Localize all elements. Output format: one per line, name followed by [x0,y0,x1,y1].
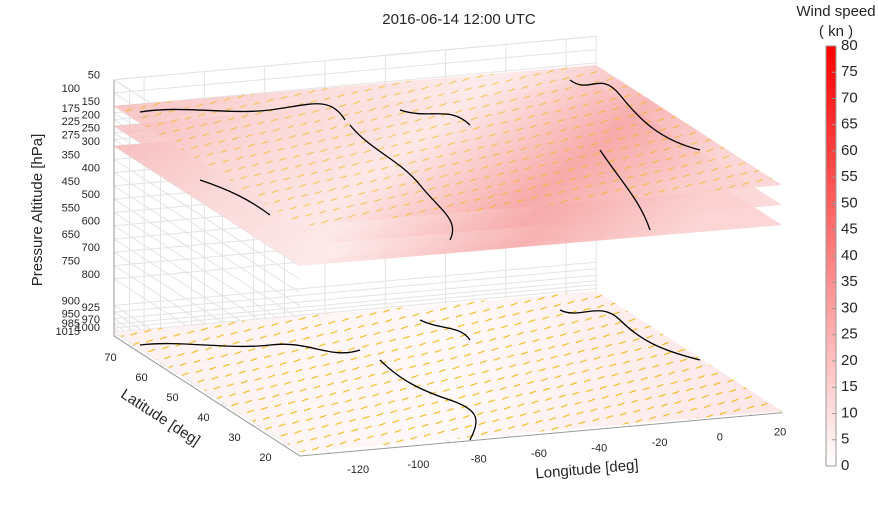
colorbar-tick-label: 40 [841,247,858,264]
colorbar-tick-label: 15 [841,378,858,395]
y-axis-label: Latitude [deg] [118,386,204,450]
z-tick-label: 650 [62,229,80,241]
colorbar-tick-label: 65 [841,116,858,133]
axis-box [113,79,783,457]
z-tick-label: 1015 [56,326,80,338]
z-tick-label: 400 [82,163,100,175]
layer-low-vectors [114,291,782,452]
z-tick-label: 600 [82,216,100,228]
colorbar-tick-label: 80 [841,37,858,54]
z-tick-label: 900 [62,295,80,307]
colorbar-tick-label: 35 [841,273,858,290]
z-tick-label: 925 [82,302,100,314]
x-tick-label: -120 [347,464,369,476]
y-tick-label: 50 [166,392,178,404]
z-tick-label: 700 [82,242,100,254]
colorbar-tick-label: 55 [841,168,858,185]
x-axis-label: Longitude [deg] [535,456,640,482]
colorbar-tick-label: 10 [841,404,858,421]
colorbar-unit: ( kn ) [819,23,853,40]
z-tick-label: 225 [62,116,80,128]
x-tick-label: -100 [407,459,429,471]
z-tick-label: 550 [62,202,80,214]
z-tick-label: 50 [88,70,100,82]
chart-title: 2016-06-14 12:00 UTC [382,11,536,28]
colorbar-tick-label: 5 [841,431,849,448]
coastline [139,79,701,241]
colorbar-tick-label: 75 [841,63,858,80]
z-tick-label: 950 [62,309,80,321]
z-tick-label: 350 [62,149,80,161]
z-tick-label: 970 [82,314,100,326]
z-tick-label: 450 [62,176,80,188]
y-tick-label: 30 [228,432,240,444]
z-tick-label: 300 [82,136,100,148]
x-tick-label: -80 [471,453,487,465]
z-tick-label: 275 [62,129,80,141]
z-tick-label: 800 [82,269,100,281]
z-tick-label: 985 [62,318,80,330]
z-tick-label: 200 [82,109,100,121]
y-tick-label: 60 [135,372,147,384]
colorbar-tick-label: 60 [841,142,858,159]
layer-150-vectors [114,65,782,226]
colorbar-tick-label: 20 [841,352,858,369]
y-tick-label: 40 [197,412,209,424]
x-tick-label: -40 [591,443,607,455]
x-tick-label: 0 [717,432,723,444]
colorbar-title: Wind speed [796,3,875,20]
z-tick-label: 250 [82,123,100,135]
colorbar-tick-label: 25 [841,326,858,343]
colorbar-tick-label: 50 [841,194,858,211]
z-tick-label: 500 [82,189,100,201]
z-tick-label: 150 [82,96,100,108]
coastline [139,309,701,441]
colorbar-tick-label: 70 [841,89,858,106]
z-tick-label: 750 [62,256,80,268]
wind-layers [114,65,782,452]
z-tick-label: 1000 [76,322,100,334]
colorbar-tick-label: 30 [841,299,858,316]
z-tick-label: 100 [62,83,80,95]
x-tick-label: -60 [531,448,547,460]
y-tick-label: 70 [104,352,116,364]
x-tick-label: -20 [652,437,668,449]
z-axis-label: Pressure Altitude [hPa] [29,134,46,287]
colorbar-tick-label: 45 [841,221,858,238]
y-tick-label: 20 [259,452,271,464]
z-tick-label: 175 [62,103,80,115]
colorbar-tick-label: 0 [841,457,849,474]
x-tick-label: 20 [774,426,786,438]
